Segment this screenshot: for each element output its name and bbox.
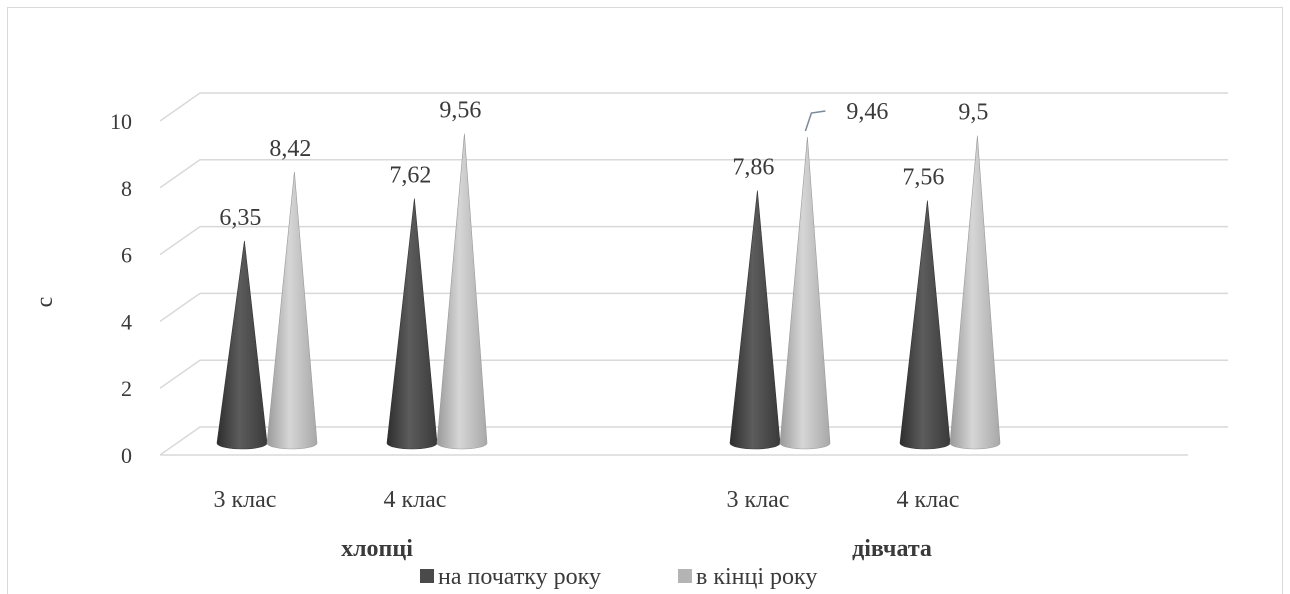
legend-swatch [678, 569, 692, 583]
gridline [159, 159, 1228, 189]
data-label: 9,5 [958, 100, 988, 126]
gridline [159, 225, 1228, 256]
gridline [159, 292, 1228, 323]
y-tick-label: 2 [121, 376, 132, 401]
cone-end-0 [266, 171, 318, 450]
category-label: 4 клас [897, 487, 960, 513]
cone-start-3 [899, 200, 951, 450]
y-tick-label: 6 [121, 243, 132, 268]
legend-label: на початку року [438, 564, 601, 590]
group-label: хлопці [341, 536, 413, 562]
cone-end-3 [949, 135, 1001, 450]
legend: на початку року в кінці року [420, 564, 817, 590]
cone-end-2 [779, 137, 831, 450]
data-label: 7,56 [902, 164, 944, 190]
legend-swatch [420, 569, 434, 583]
cone-end-1 [436, 133, 488, 450]
cone-start-0 [216, 240, 268, 450]
category-label: 3 клас [214, 487, 277, 513]
y-tick-label: 10 [110, 109, 132, 134]
data-label: 7,62 [389, 162, 431, 188]
category-labels: 3 клас 4 клас 3 клас 4 клас хлопці дівчата [214, 487, 960, 562]
gridlines [159, 92, 1228, 456]
y-tick-label: 8 [121, 176, 132, 201]
data-label: 6,35 [219, 205, 261, 231]
leader-line [804, 110, 826, 132]
data-label: 9,56 [439, 98, 481, 124]
gridline [159, 92, 1228, 122]
category-label: 4 клас [384, 487, 447, 513]
gridline [159, 426, 1228, 456]
data-label: 9,46 [846, 99, 888, 125]
cone-start-2 [729, 190, 781, 450]
y-axis-label: с [32, 297, 58, 308]
category-label: 3 клас [727, 487, 790, 513]
cone-start-1 [386, 198, 438, 450]
data-label: 8,42 [269, 136, 311, 162]
cones [216, 133, 1001, 450]
legend-label: в кінці року [696, 564, 817, 590]
data-labels: 6,35 8,42 7,62 9,56 7,86 9,46 7,56 9,5 [219, 98, 988, 231]
gridline [159, 359, 1228, 389]
data-label: 7,86 [732, 154, 774, 180]
y-axis: 0 2 4 6 8 10 [110, 109, 132, 468]
y-tick-label: 0 [121, 443, 132, 468]
y-tick-label: 4 [121, 309, 132, 334]
chart-border [7, 7, 1283, 594]
group-label: дівчата [852, 536, 932, 562]
